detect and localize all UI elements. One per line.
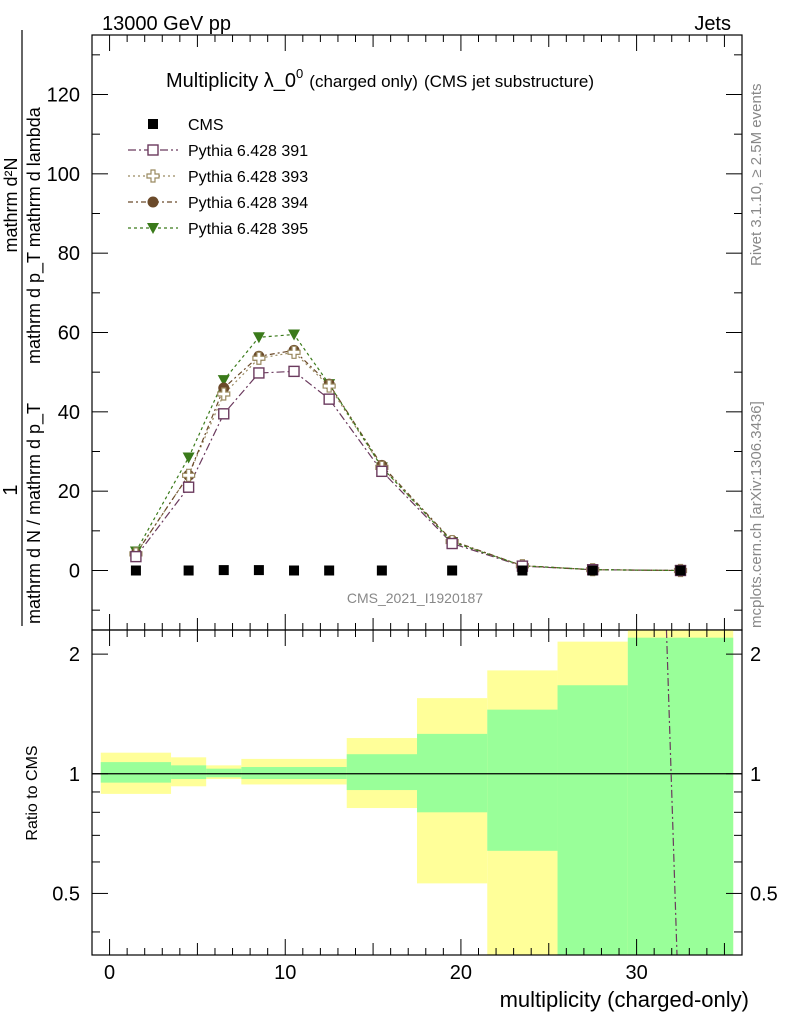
data-point	[253, 565, 264, 576]
x-axis-label: multiplicity (charged-only)	[500, 987, 749, 1012]
data-point	[289, 565, 300, 576]
watermark: CMS_2021_I1920187	[347, 590, 483, 606]
title-suffix-2: (CMS jet substructure)	[424, 72, 594, 91]
data-point	[288, 329, 301, 341]
band-green	[206, 768, 242, 778]
ratio-y-tick-label: 2	[69, 644, 80, 666]
legend-marker	[146, 169, 160, 183]
data-point	[287, 345, 301, 359]
ratio-panel: 0.5 0.5 1 1 2 2 0 10 20 30 Ratio to CMS multipli…	[24, 629, 778, 1012]
y-tick-label: 60	[58, 323, 80, 345]
data-point	[376, 465, 388, 478]
data-point	[675, 565, 686, 576]
legend-marker	[147, 223, 159, 234]
main-ytick-labels: 0 20 40 60 80 100 120	[47, 85, 80, 583]
x-tick-label: 0	[104, 962, 115, 984]
data-point	[182, 452, 195, 464]
y-label-prefix-num: 1	[0, 484, 22, 495]
ratio-y-tick-label-right: 1	[750, 764, 761, 786]
y-tick-label: 100	[47, 164, 80, 186]
data-point	[324, 565, 335, 576]
y-label-num: mathrm d²N	[1, 157, 21, 252]
data-point	[130, 550, 142, 563]
y-tick-label: 40	[58, 402, 80, 424]
data-point	[323, 393, 335, 405]
data-point	[253, 367, 265, 379]
y-label-den: mathrm d p_T mathrm d lambda	[24, 106, 45, 364]
band-green	[241, 767, 347, 780]
ratio-trail-line	[665, 629, 678, 956]
title-sup: 0	[296, 66, 303, 81]
y-label-prefix-den: mathrm d N / mathrm d p_T	[24, 403, 45, 624]
x-tick-label: 30	[625, 962, 647, 984]
series-line	[135, 370, 681, 572]
ratio-y-tick-label: 0.5	[52, 883, 80, 905]
y-tick-label: 80	[58, 243, 80, 265]
data-point	[288, 365, 300, 378]
data-point	[446, 537, 458, 550]
data-point	[217, 375, 230, 387]
x-tick-label: 20	[450, 962, 472, 984]
y-axis-label: 1 mathrm d N / mathrm d p_T mathrm d²N m…	[0, 30, 45, 626]
main-series	[129, 329, 688, 578]
band-green	[100, 762, 172, 783]
legend-marker	[147, 144, 159, 156]
band-green	[557, 685, 628, 955]
data-point	[130, 565, 141, 576]
series-line	[135, 351, 681, 572]
mcplots-label: mcplots.cern.ch [arXiv:1306.3436]	[748, 401, 765, 628]
legend-label: Pythia 6.428 394	[188, 195, 308, 212]
header-right: Jets	[694, 13, 731, 35]
series-line	[135, 349, 681, 572]
ratio-y-tick-label-right: 0.5	[750, 883, 778, 905]
ratio-y-tick-label: 1	[69, 764, 80, 786]
data-point	[587, 565, 598, 576]
data-point	[447, 565, 458, 576]
data-point	[182, 481, 195, 493]
data-point	[376, 565, 387, 576]
ratio-y-label: Ratio to CMS	[24, 745, 41, 840]
data-point	[182, 468, 196, 482]
band-green	[171, 765, 207, 780]
data-point	[322, 379, 336, 393]
y-tick-label: 0	[69, 561, 80, 583]
data-point	[218, 408, 230, 420]
series-line	[135, 333, 681, 572]
legend-marker	[147, 196, 159, 208]
band-green	[417, 733, 488, 813]
legend-label: Pythia 6.428 395	[188, 221, 308, 238]
legend-marker	[148, 119, 158, 129]
data-point	[252, 351, 266, 365]
y-tick-label: 120	[47, 85, 80, 107]
x-tick-label: 10	[274, 962, 296, 984]
data-point	[183, 565, 194, 576]
data-point	[217, 387, 231, 401]
legend: CMS Pythia 6.428 391 Pythia 6.428 393 Pythi…	[128, 117, 308, 238]
rivet-label: Rivet 3.1.10, ≥ 2.5M events	[748, 84, 765, 267]
data-point	[252, 332, 265, 344]
ratio-bands	[100, 630, 734, 955]
legend-label: Pythia 6.428 393	[188, 169, 308, 186]
header-left: 13000 GeV pp	[102, 13, 231, 35]
data-point	[218, 565, 229, 576]
title-suffix-1: (charged only)	[309, 72, 418, 91]
data-point	[517, 565, 528, 576]
band-green	[346, 754, 417, 791]
ratio-ticks	[92, 630, 742, 955]
band-green	[487, 709, 558, 851]
ratio-ytick-labels: 0.5 0.5 1 1 2 2	[52, 644, 778, 905]
ratio-y-tick-label-right: 2	[750, 644, 761, 666]
main-ticks	[92, 35, 742, 630]
legend-label: CMS	[188, 117, 224, 134]
y-tick-label: 20	[58, 481, 80, 503]
band-green	[627, 637, 734, 955]
title-main: Multiplicity λ_0	[166, 70, 296, 92]
ratio-frame	[91, 629, 743, 956]
chart-title: Multiplicity λ_00 (charged only) (CMS jet …	[166, 66, 594, 92]
x-tick-labels: 0 10 20 30	[104, 962, 648, 984]
legend-label: Pythia 6.428 391	[188, 143, 308, 160]
